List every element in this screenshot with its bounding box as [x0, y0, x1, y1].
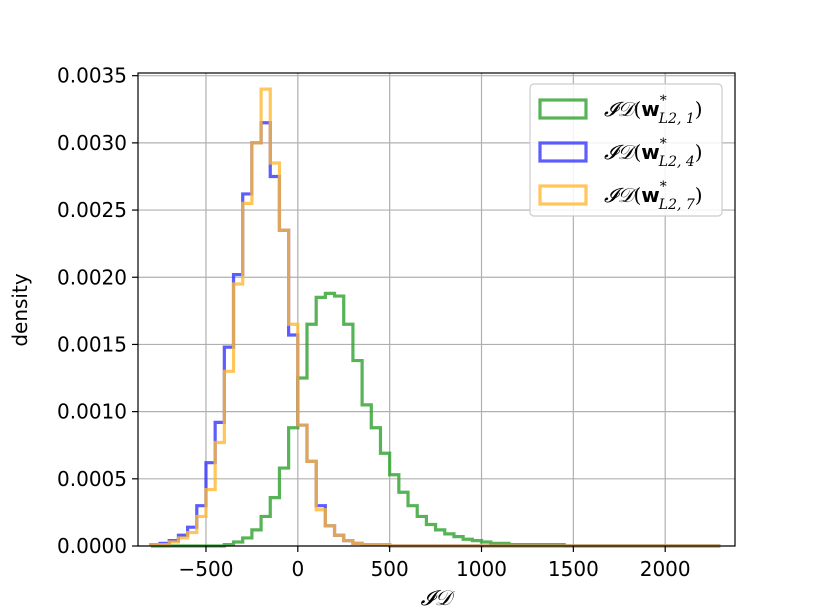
y-axis-label: density — [8, 273, 32, 346]
x-tick-label: 500 — [371, 557, 409, 581]
legend-label-2: 𝓘𝒟(w* L2, 4) — [604, 136, 703, 170]
legend: 𝓘𝒟(w* L2, 1) 𝓘𝒟(w* L2, 4) 𝓘𝒟(w* L2, 7) — [529, 83, 723, 217]
y-tick-label: 0.0015 — [57, 332, 127, 356]
plot-frame — [137, 72, 736, 547]
legend-swatch-1 — [538, 98, 588, 120]
x-axis-label: 𝓘𝒟 — [421, 586, 456, 610]
y-tick-label: 0.0025 — [57, 198, 127, 222]
y-tick-label: 0.0035 — [57, 64, 127, 88]
legend-swatch-2 — [538, 141, 588, 163]
x-tick-label: 2000 — [640, 557, 691, 581]
y-tick-label: 0.0030 — [57, 131, 127, 155]
y-tick-label: 0.0000 — [57, 534, 127, 558]
y-tick-label: 0.0020 — [57, 265, 127, 289]
y-tick-label: 0.0010 — [57, 400, 127, 424]
x-tick-label: −500 — [178, 557, 233, 581]
legend-label-3: 𝓘𝒟(w* L2, 7) — [604, 179, 703, 213]
grid — [138, 73, 735, 547]
x-tick-label: 1500 — [548, 557, 599, 581]
axis-ticks: −500 0 500 1000 1500 2000 0.0000 0.0005 0.0010 0.… — [57, 64, 691, 581]
x-tick-label: 1000 — [456, 557, 507, 581]
legend-label-1: 𝓘𝒟(w* L2, 1) — [604, 93, 703, 127]
legend-swatch-3 — [538, 184, 588, 206]
y-tick-label: 0.0005 — [57, 467, 127, 491]
x-tick-label: 0 — [291, 557, 304, 581]
